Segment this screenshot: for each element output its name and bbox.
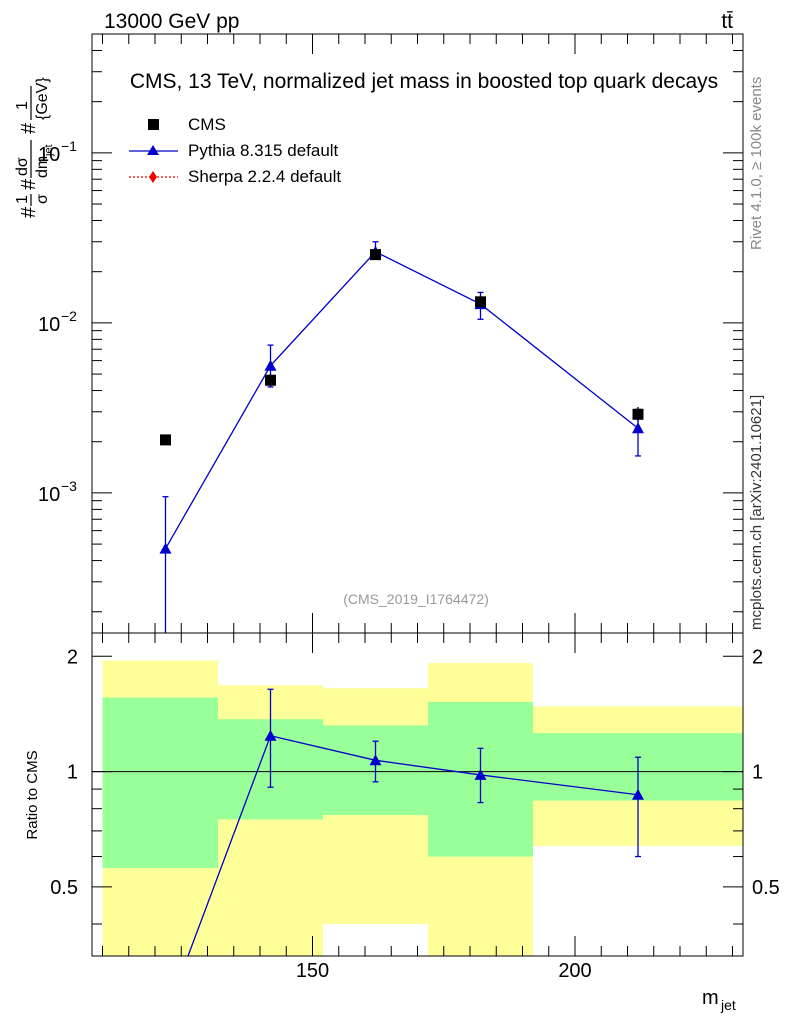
main-minor-ticks [92, 33, 743, 613]
svg-text:dm: dm [34, 156, 51, 178]
ratio-x-tick-label: 150 [296, 960, 329, 982]
svg-text:#: # [18, 206, 40, 218]
svg-text:σ: σ [34, 194, 51, 204]
ratio-y-tick-label: 2 [67, 646, 78, 668]
cms-markers [160, 249, 644, 446]
ratio-pythia-point [474, 768, 487, 780]
legend-cms-label: CMS [188, 115, 226, 134]
ratio-y-tick-label-right: 0.5 [752, 877, 780, 899]
ratio-pythia-point [369, 754, 382, 766]
ratio-bands [102, 660, 743, 956]
ratio-pythia-point [632, 788, 644, 800]
pythia-point [264, 359, 277, 371]
svg-text:1: 1 [14, 101, 31, 110]
svg-text:#: # [18, 122, 40, 134]
ratio-x-tick-label: 200 [558, 960, 591, 982]
ratio-y-tick-labels: 2 2 1 1 0.5 0.5 [50, 646, 780, 899]
main-y-tick-label: 10 [38, 314, 60, 336]
process-label: tt̄ [721, 10, 733, 33]
ratio-y-tick-label: 0.5 [50, 877, 78, 899]
cms-point [370, 249, 381, 261]
legend: CMS Pythia 8.315 default Sherpa 2.2.4 de… [129, 115, 341, 186]
main-x-ticks [102, 34, 733, 633]
x-axis-label: m jet [702, 987, 736, 1013]
main-y-tick-label: 10 [38, 484, 60, 506]
ratio-pythia-markers [160, 729, 644, 1021]
svg-text:jet: jet [720, 997, 736, 1013]
ratio-y-axis-label: Ratio to CMS [24, 750, 41, 839]
cms-error-bars [164, 250, 639, 443]
svg-text:m: m [702, 987, 719, 1009]
legend-sherpa-marker [149, 171, 157, 183]
svg-text:{GeV}: {GeV} [34, 77, 51, 120]
cms-point [160, 434, 171, 446]
mcplots-label: mcplots.cern.ch [arXiv:2401.10621] [748, 395, 765, 630]
ratio-panel: 2 2 1 1 0.5 0.5 150 200 Ratio to CMS m jet [24, 632, 780, 1021]
main-panel: 10−110−210−3 CMS, 13 TeV, normalized jet… [14, 33, 744, 634]
svg-text:jet: jet [43, 144, 55, 157]
main-y-tick-exponent: −2 [61, 308, 77, 324]
pythia-error-bars [162, 241, 641, 633]
main-plot-title: CMS, 13 TeV, normalized jet mass in boos… [130, 70, 718, 93]
ratio-y-tick-label-right: 2 [752, 646, 763, 668]
cms-point [475, 296, 486, 308]
pythia-point [632, 422, 644, 434]
ratio-ticks [92, 633, 743, 956]
ratio-pythia-point [160, 1010, 172, 1021]
cms-point [632, 408, 644, 420]
main-y-tick-exponent: −1 [61, 138, 77, 154]
cms-point [265, 374, 276, 386]
main-y-axis-label: # 1 σ # dσ dm jet # 1 {GeV} [14, 77, 55, 218]
main-y-tick-exponent: −3 [61, 478, 77, 494]
ratio-pythia-point [264, 729, 277, 741]
ratio-y-tick-label: 1 [67, 762, 78, 784]
energy-label: 13000 GeV pp [104, 10, 239, 33]
legend-pythia-marker [147, 145, 159, 155]
legend-pythia-label: Pythia 8.315 default [188, 141, 339, 160]
main-y-tick-label: 10 [38, 144, 60, 166]
pythia-point [159, 542, 172, 554]
legend-cms-marker [148, 119, 159, 130]
ratio-x-tick-labels: 150 200 [296, 960, 592, 982]
main-y-tick-labels: 10−110−210−3 [38, 138, 77, 506]
svg-text:dσ: dσ [14, 157, 31, 176]
pythia-markers [159, 245, 644, 554]
svg-text:1: 1 [14, 195, 31, 204]
ratio-y-tick-label-right: 1 [752, 762, 763, 784]
rivet-version-label: Rivet 4.1.0, ≥ 100k events [748, 77, 765, 250]
ratio-band-inner [102, 697, 218, 869]
pythia-line [164, 250, 639, 549]
analysis-watermark: (CMS_2019_I1764472) [343, 591, 489, 607]
svg-text:#: # [18, 178, 40, 190]
legend-sherpa-label: Sherpa 2.2.4 default [188, 167, 341, 186]
